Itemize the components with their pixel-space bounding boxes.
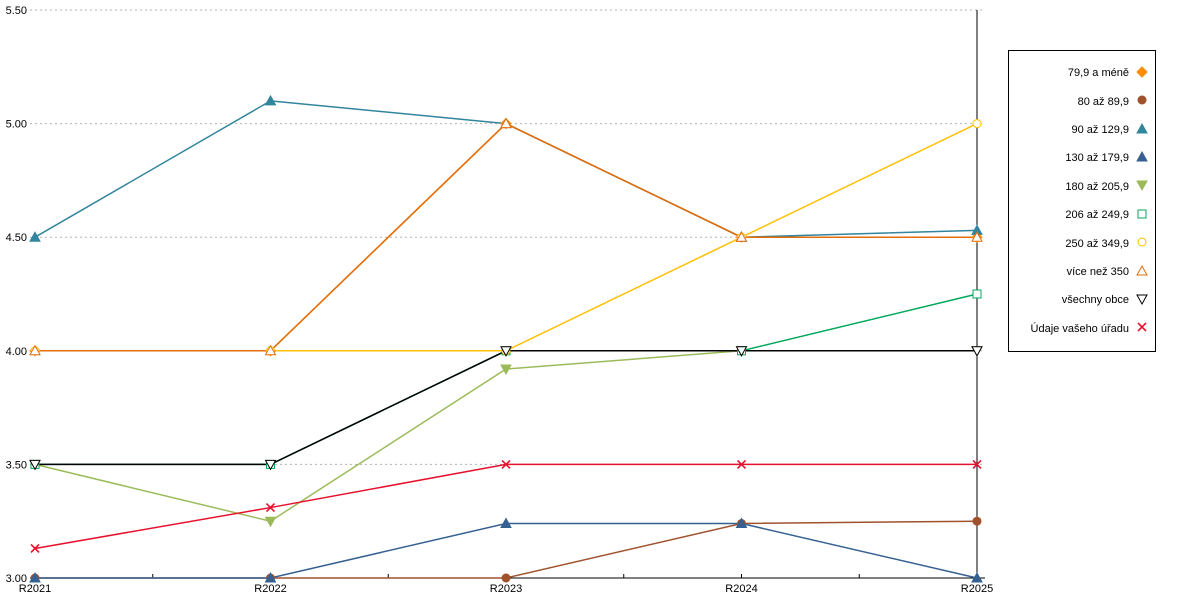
legend-marker-icon <box>1135 150 1149 167</box>
x-tick-label: R2023 <box>490 583 522 595</box>
series-marker <box>29 231 41 242</box>
series-marker <box>264 459 277 471</box>
legend-item-label: 79,9 a méně <box>1067 67 1129 80</box>
legend-marker-shape <box>1137 322 1147 332</box>
legend-marker-icon <box>1136 180 1148 192</box>
legend-item: 206 až 249,9 <box>1015 201 1149 229</box>
series-marker <box>264 344 277 356</box>
series-marker <box>264 94 277 106</box>
legend-marker-shape <box>1137 95 1147 105</box>
legend-marker-shape <box>1136 65 1148 78</box>
legend-item-label: Údaje vašeho úřadu <box>1030 322 1129 335</box>
legend-marker-icon <box>1135 93 1149 110</box>
legend-item: 130 až 179,9 <box>1015 144 1149 172</box>
series-marker <box>500 117 512 129</box>
legend-item: více než 350 <box>1015 258 1149 286</box>
y-tick-label: 5.50 <box>6 5 27 17</box>
legend-marker-shape <box>1136 180 1148 192</box>
legend-marker-icon <box>1137 322 1147 332</box>
legend-marker-shape <box>1136 150 1148 162</box>
series-marker <box>264 516 277 528</box>
legend-marker-shape <box>1136 264 1148 276</box>
legend-marker-icon <box>1137 209 1147 219</box>
legend-marker-icon <box>1135 122 1149 139</box>
y-tick-label: 3.00 <box>6 573 27 585</box>
series-marker <box>972 459 982 469</box>
y-tick-label: 4.50 <box>6 232 27 244</box>
series-marker <box>735 517 748 528</box>
legend-marker-shape <box>1137 209 1147 219</box>
legend-marker-icon <box>1136 264 1148 276</box>
y-tick-label: 4.00 <box>6 346 27 358</box>
y-tick-label: 5.00 <box>6 119 27 131</box>
series-marker <box>736 459 747 469</box>
legend-marker-icon <box>1135 235 1149 252</box>
series-marker <box>971 231 983 242</box>
legend-item-label: 130 až 179,9 <box>1065 152 1129 165</box>
x-tick-label: R2025 <box>961 583 993 595</box>
x-tick-label: R2022 <box>254 583 286 595</box>
series-marker <box>972 516 982 526</box>
x-tick-label: R2021 <box>19 583 51 595</box>
legend-marker-icon <box>1135 292 1149 309</box>
series-marker <box>971 346 983 357</box>
legend-item-label: 90 až 129,9 <box>1071 124 1130 137</box>
legend-item-label: 206 až 249,9 <box>1065 209 1129 222</box>
legend-marker-shape <box>1136 294 1148 305</box>
series-line <box>34 350 977 523</box>
series-line <box>35 520 978 579</box>
series-marker <box>29 571 41 583</box>
legend-item: 250 až 349,9 <box>1015 229 1149 257</box>
legend-item: 90 až 129,9 <box>1015 116 1149 144</box>
legend-marker-icon <box>1135 264 1149 281</box>
legend-item: 80 až 89,9 <box>1015 87 1149 115</box>
series-marker <box>735 231 748 242</box>
series-marker <box>501 459 511 469</box>
series-marker <box>500 364 512 376</box>
chart-legend: 79,9 a méně 80 až 89,9 90 až 129,9 130 a… <box>1008 50 1156 352</box>
legend-marker-icon <box>1136 65 1148 78</box>
legend-item: 180 až 205,9 <box>1015 173 1149 201</box>
legend-marker-icon <box>1136 122 1148 134</box>
series-line <box>35 522 978 579</box>
legend-item-label: 250 až 349,9 <box>1065 237 1129 250</box>
series-marker <box>265 503 276 513</box>
x-tick-label: R2024 <box>725 583 757 595</box>
series-marker <box>501 573 511 583</box>
series-marker <box>735 346 748 357</box>
series-marker <box>29 344 41 356</box>
series-marker <box>971 571 983 583</box>
legend-marker-shape <box>1136 122 1148 134</box>
legend-marker-icon <box>1135 207 1149 224</box>
legend-marker-icon <box>1135 65 1149 82</box>
legend-item: 79,9 a méně <box>1015 59 1149 87</box>
legend-marker-icon <box>1137 237 1147 247</box>
series-marker <box>972 119 982 129</box>
legend-item-label: 180 až 205,9 <box>1065 180 1129 193</box>
legend-item-label: všechny obce <box>1061 294 1129 307</box>
legend-marker-icon <box>1136 150 1148 162</box>
series-marker <box>500 346 512 357</box>
series-marker <box>500 517 512 528</box>
legend-item: všechny obce <box>1015 286 1149 314</box>
y-tick-label: 3.50 <box>6 459 27 471</box>
series-marker <box>29 459 41 471</box>
series-line <box>34 463 977 550</box>
legend-item-label: více než 350 <box>1066 266 1129 279</box>
legend-marker-icon <box>1137 95 1147 105</box>
series-marker <box>30 543 40 554</box>
legend-marker-icon <box>1136 294 1148 305</box>
legend-marker-shape <box>1137 237 1147 247</box>
legend-marker-icon <box>1135 320 1149 337</box>
series-line <box>35 293 978 466</box>
legend-item-label: 80 až 89,9 <box>1077 95 1129 108</box>
legend-item: Údaje vašeho úřadu <box>1015 315 1149 343</box>
legend-marker-icon <box>1135 178 1149 195</box>
series-marker <box>972 289 982 299</box>
series-marker <box>264 571 277 583</box>
